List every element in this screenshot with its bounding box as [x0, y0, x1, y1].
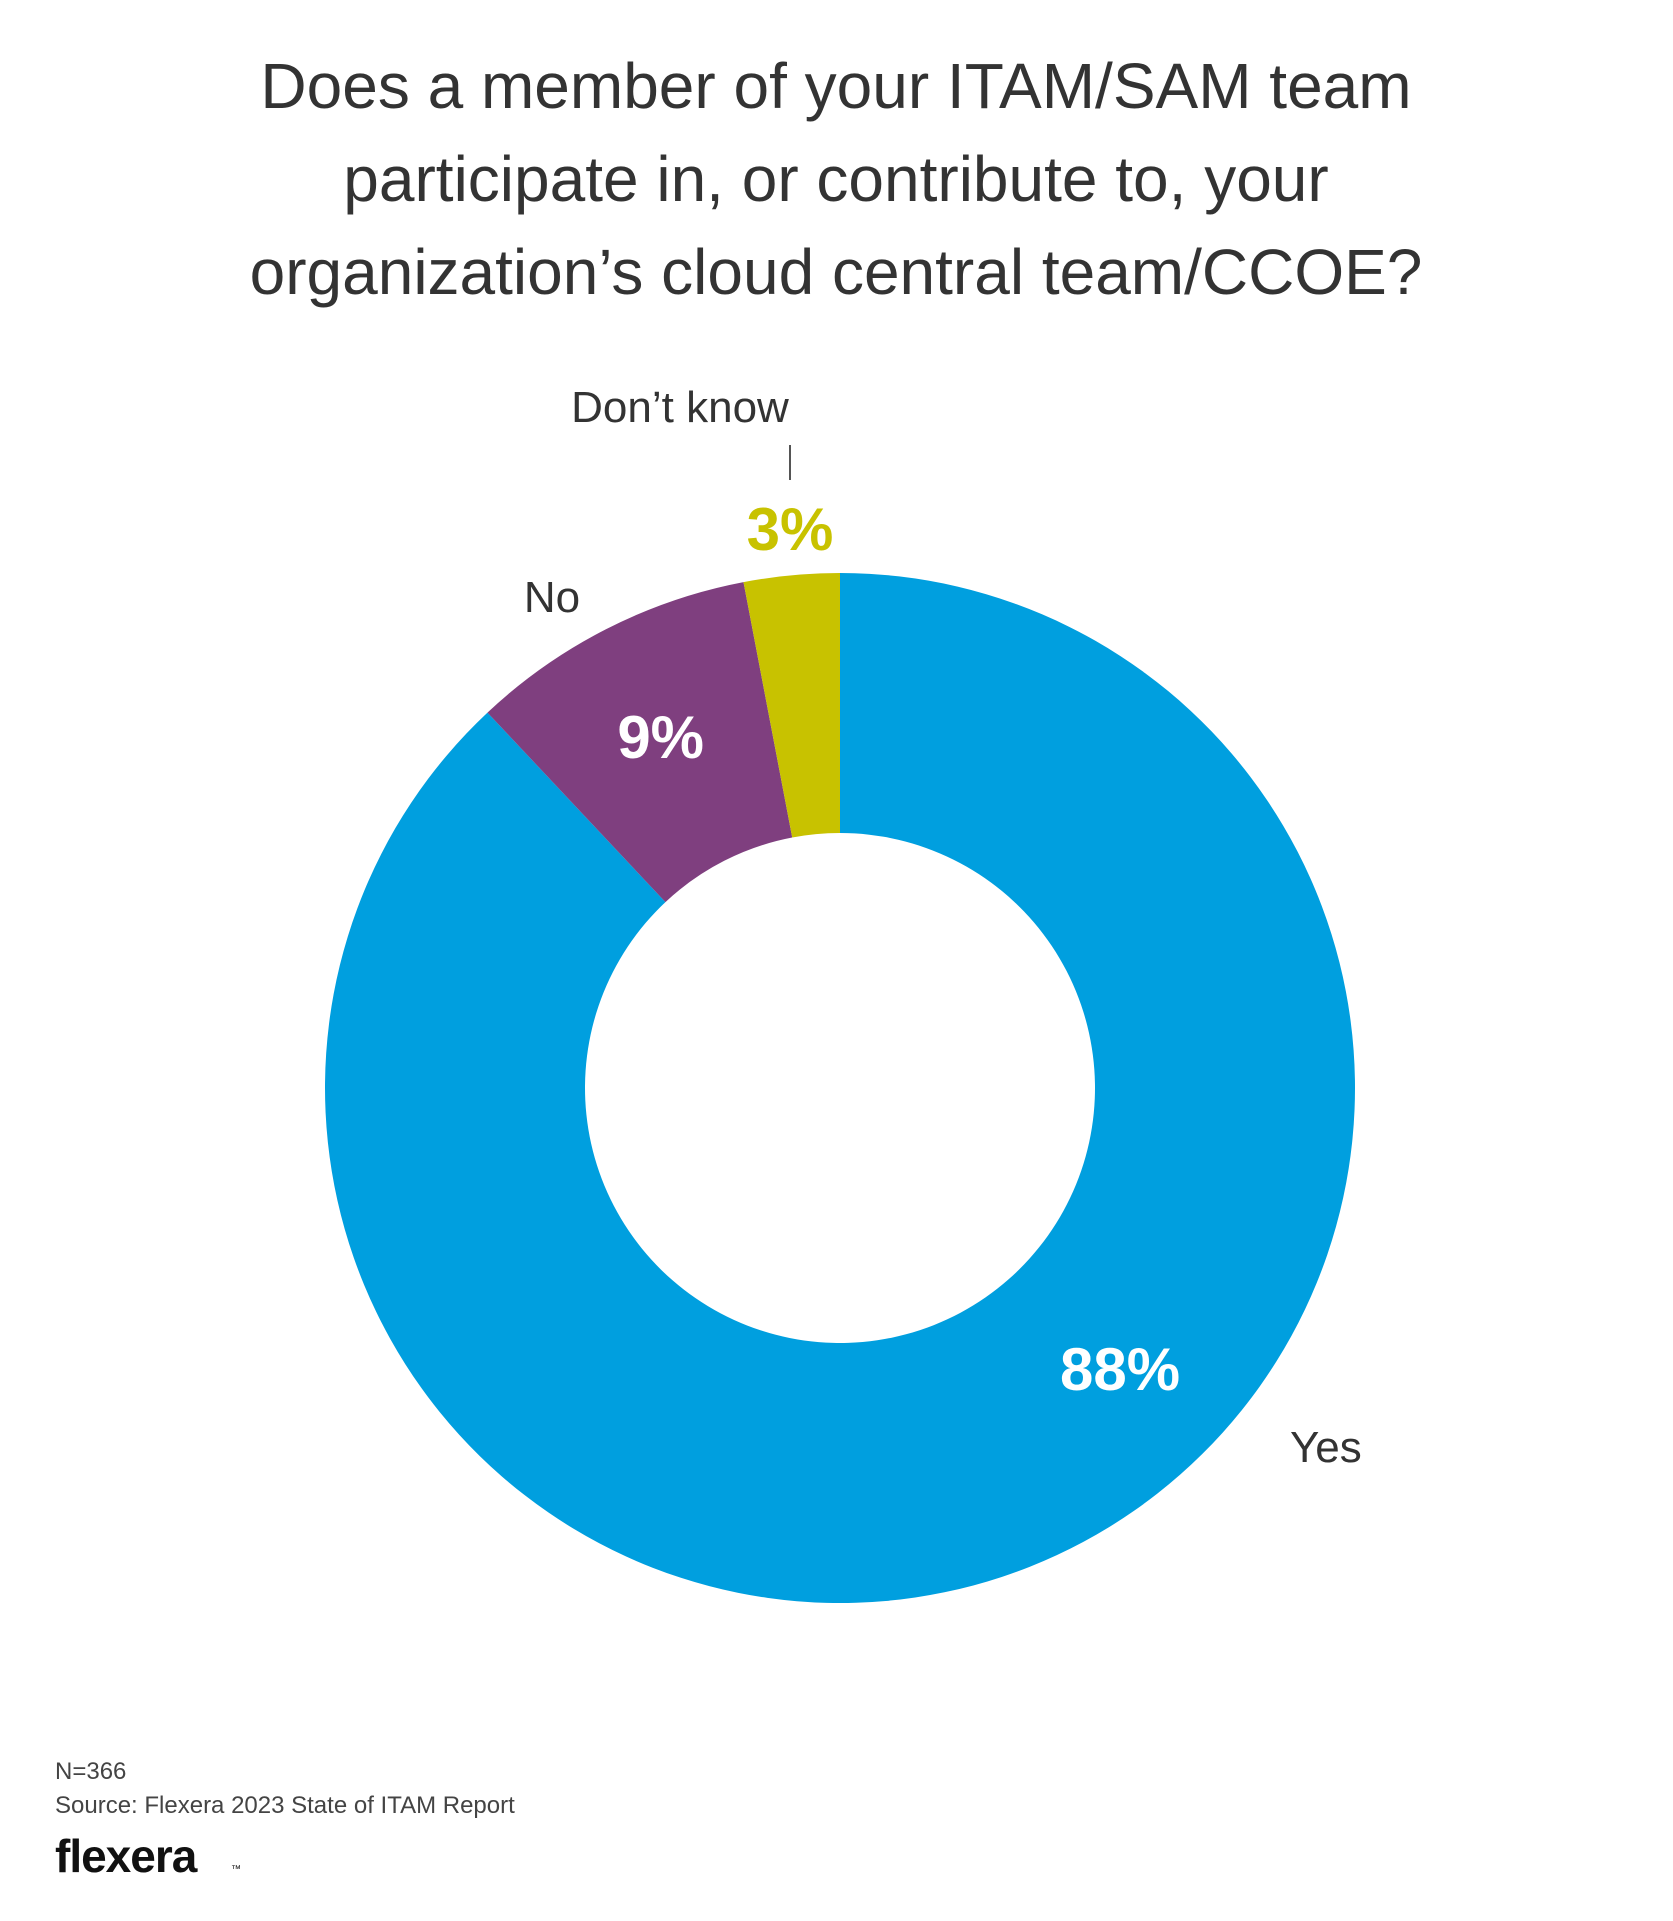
- sample-size-note: N=366: [55, 1758, 127, 1785]
- value-label-dont-know: 3%: [747, 496, 834, 563]
- donut-labels: 88% Yes 9% No 3% Don’t know: [524, 383, 1362, 1472]
- category-label-yes: Yes: [1290, 1423, 1362, 1472]
- slice-don-t-know: [743, 573, 840, 838]
- value-label-yes: 88%: [1060, 1336, 1180, 1403]
- category-label-dont-know: Don’t know: [571, 383, 789, 432]
- chart-title-line-3: organization’s cloud central team/CCOE?: [249, 236, 1423, 308]
- slice-yes: [325, 573, 1356, 1603]
- svg-text:flexera: flexera: [55, 1830, 198, 1882]
- flexera-logo: flexera ™: [55, 1830, 241, 1882]
- category-label-no: No: [524, 573, 580, 622]
- value-label-no: 9%: [617, 704, 704, 771]
- source-note: Source: Flexera 2023 State of ITAM Repor…: [55, 1792, 515, 1819]
- chart-title-line-2: participate in, or contribute to, your: [343, 143, 1329, 215]
- chart-title: Does a member of your ITAM/SAM team part…: [86, 40, 1586, 319]
- chart-title-line-1: Does a member of your ITAM/SAM team: [260, 50, 1412, 122]
- svg-text:™: ™: [231, 1864, 241, 1875]
- slice-no: [487, 582, 793, 903]
- donut-slices: [325, 573, 1356, 1603]
